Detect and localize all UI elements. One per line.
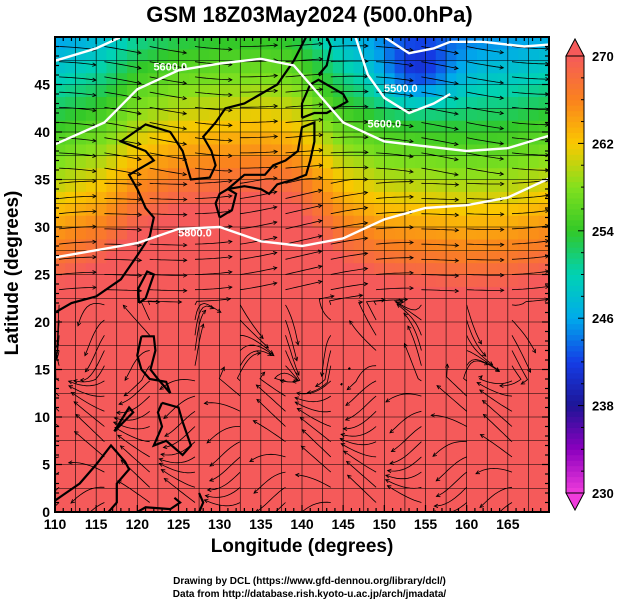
y-tick-label: 30: [34, 219, 50, 235]
y-tick-label: 25: [34, 267, 50, 283]
contour-label: 5600.0: [368, 118, 402, 130]
colorbar-min-arrow: [565, 492, 585, 512]
contour-label: 5800.0: [178, 228, 212, 240]
x-tick-label: 150: [373, 516, 397, 532]
colorbar-max-arrow: [565, 37, 585, 57]
x-tick-label: 130: [208, 516, 232, 532]
wind-streamlines: [55, 41, 549, 512]
y-axis-label: Latitude (degrees): [2, 190, 23, 356]
colorbar-tick-label: 262: [592, 136, 614, 151]
chart-title: GSM 18Z03May2024 (500.0hPa): [146, 2, 473, 27]
y-tick-label: 5: [42, 457, 50, 473]
credit-data-source: Data from http://database.rish.kyoto-u.a…: [172, 589, 447, 600]
x-tick-label: 135: [249, 516, 273, 532]
y-tick-label: 0: [42, 504, 50, 520]
contour-line: [55, 177, 549, 259]
contour-label: 5600.0: [153, 61, 187, 73]
x-tick-label: 120: [126, 516, 150, 532]
credit-drawing: Drawing by DCL (https://www.gfd-dennou.o…: [173, 576, 446, 587]
colorbar-tick-label: 246: [592, 311, 614, 326]
x-tick-label: 160: [455, 516, 479, 532]
x-tick-label: 115: [85, 516, 108, 532]
axis-ticks: [54, 36, 550, 513]
x-tick-label: 155: [414, 516, 438, 532]
contour-label: 5500.0: [384, 83, 418, 95]
coastlines: [55, 37, 351, 512]
x-tick-label: 110: [44, 516, 67, 532]
contour-line: [354, 37, 451, 115]
y-tick-label: 10: [34, 409, 50, 425]
colorbar-tick-label: 238: [592, 399, 614, 414]
height-contours: [55, 37, 549, 259]
temperature-field: [55, 37, 549, 512]
colorbar-tick-label: 254: [592, 224, 614, 239]
x-tick-label: 145: [331, 516, 355, 532]
x-tick-label: 125: [167, 516, 191, 532]
y-tick-label: 40: [34, 124, 50, 140]
y-tick-label: 45: [34, 77, 50, 93]
x-tick-label: 165: [496, 516, 520, 532]
x-axis-label: Longitude (degrees): [210, 536, 394, 557]
y-tick-label: 20: [34, 314, 50, 330]
contour-line: [55, 57, 549, 153]
x-tick-label: 140: [290, 516, 314, 532]
grid-lines: [54, 36, 550, 513]
colorbar-tick-label: 230: [592, 486, 614, 501]
contour-line: [383, 37, 549, 55]
y-tick-label: 15: [34, 362, 50, 378]
y-tick-label: 35: [34, 172, 50, 188]
colorbar: 230 238 246 254 262 270: [565, 37, 614, 512]
colorbar-tick-label: 270: [592, 49, 614, 64]
